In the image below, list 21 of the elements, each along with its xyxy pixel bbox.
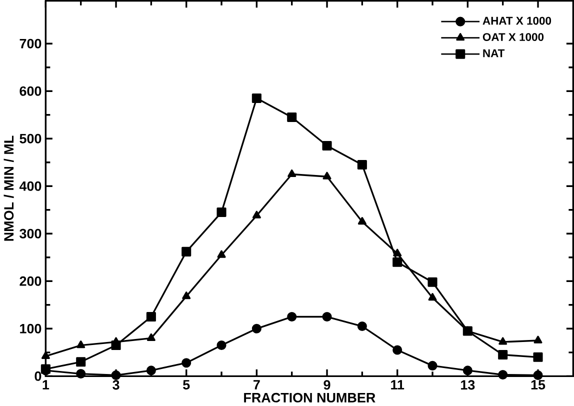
x-tick-label: 5	[183, 380, 190, 390]
y-tick-label: 400	[19, 181, 42, 191]
x-tick-label: 3	[112, 380, 120, 390]
legend-label: AHAT X 1000	[482, 16, 552, 25]
x-tick-label: 9	[324, 380, 330, 390]
x-tick-label: 11	[391, 380, 404, 390]
x-tick-label: 15	[531, 380, 546, 390]
y-tick-label: 0	[34, 371, 42, 381]
x-tick-label: 1	[42, 380, 50, 390]
legend-label: OAT X 1000	[482, 32, 544, 41]
y-tick-label: 100	[20, 324, 42, 334]
y-axis-title: NMOL / MIN / ML	[4, 136, 14, 241]
y-tick-label: 300	[20, 228, 42, 238]
x-axis-title: FRACTION NUMBER	[244, 392, 376, 402]
x-tick-label: 7	[254, 380, 260, 390]
y-tick-label: 600	[20, 86, 42, 96]
y-tick-label: 500	[20, 134, 42, 144]
y-tick-label: 200	[20, 276, 42, 286]
legend-label: NAT	[483, 49, 505, 57]
x-tick-label: 13	[461, 380, 475, 390]
y-tick-label: 700	[20, 38, 42, 48]
